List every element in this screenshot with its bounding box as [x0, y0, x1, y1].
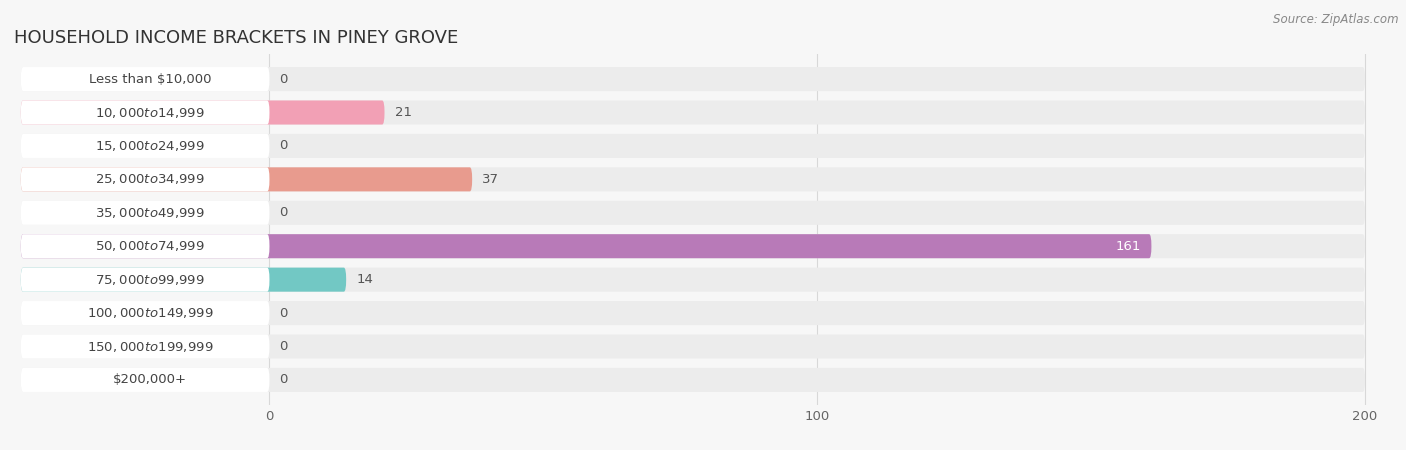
- FancyBboxPatch shape: [21, 268, 346, 292]
- Text: 0: 0: [280, 206, 288, 219]
- FancyBboxPatch shape: [21, 100, 1365, 125]
- Text: 161: 161: [1116, 240, 1142, 253]
- FancyBboxPatch shape: [21, 201, 270, 225]
- Text: $200,000+: $200,000+: [112, 374, 187, 387]
- Text: $75,000 to $99,999: $75,000 to $99,999: [96, 273, 205, 287]
- Text: 14: 14: [356, 273, 373, 286]
- FancyBboxPatch shape: [21, 134, 1365, 158]
- Text: $10,000 to $14,999: $10,000 to $14,999: [96, 105, 205, 120]
- FancyBboxPatch shape: [21, 268, 270, 292]
- FancyBboxPatch shape: [21, 201, 1365, 225]
- FancyBboxPatch shape: [21, 167, 270, 191]
- Text: HOUSEHOLD INCOME BRACKETS IN PINEY GROVE: HOUSEHOLD INCOME BRACKETS IN PINEY GROVE: [14, 29, 458, 47]
- FancyBboxPatch shape: [21, 234, 1152, 258]
- FancyBboxPatch shape: [21, 67, 1365, 91]
- FancyBboxPatch shape: [21, 134, 270, 158]
- FancyBboxPatch shape: [21, 334, 270, 359]
- Text: 37: 37: [482, 173, 499, 186]
- FancyBboxPatch shape: [21, 67, 270, 91]
- Text: $25,000 to $34,999: $25,000 to $34,999: [96, 172, 205, 186]
- FancyBboxPatch shape: [21, 301, 270, 325]
- FancyBboxPatch shape: [21, 368, 270, 392]
- Text: $50,000 to $74,999: $50,000 to $74,999: [96, 239, 205, 253]
- Text: $150,000 to $199,999: $150,000 to $199,999: [87, 339, 214, 354]
- Text: Source: ZipAtlas.com: Source: ZipAtlas.com: [1274, 14, 1399, 27]
- Text: 0: 0: [280, 340, 288, 353]
- Text: 0: 0: [280, 140, 288, 153]
- FancyBboxPatch shape: [21, 368, 1365, 392]
- Text: 0: 0: [280, 306, 288, 320]
- FancyBboxPatch shape: [21, 167, 472, 191]
- Text: 0: 0: [280, 374, 288, 387]
- FancyBboxPatch shape: [21, 334, 1365, 359]
- Text: $15,000 to $24,999: $15,000 to $24,999: [96, 139, 205, 153]
- Text: 21: 21: [395, 106, 412, 119]
- Text: Less than $10,000: Less than $10,000: [89, 72, 211, 86]
- Text: 0: 0: [280, 72, 288, 86]
- FancyBboxPatch shape: [21, 234, 1365, 258]
- FancyBboxPatch shape: [21, 301, 1365, 325]
- FancyBboxPatch shape: [21, 167, 1365, 191]
- FancyBboxPatch shape: [21, 234, 270, 258]
- FancyBboxPatch shape: [21, 100, 384, 125]
- Text: $35,000 to $49,999: $35,000 to $49,999: [96, 206, 205, 220]
- Text: $100,000 to $149,999: $100,000 to $149,999: [87, 306, 214, 320]
- FancyBboxPatch shape: [21, 268, 1365, 292]
- FancyBboxPatch shape: [21, 100, 270, 125]
